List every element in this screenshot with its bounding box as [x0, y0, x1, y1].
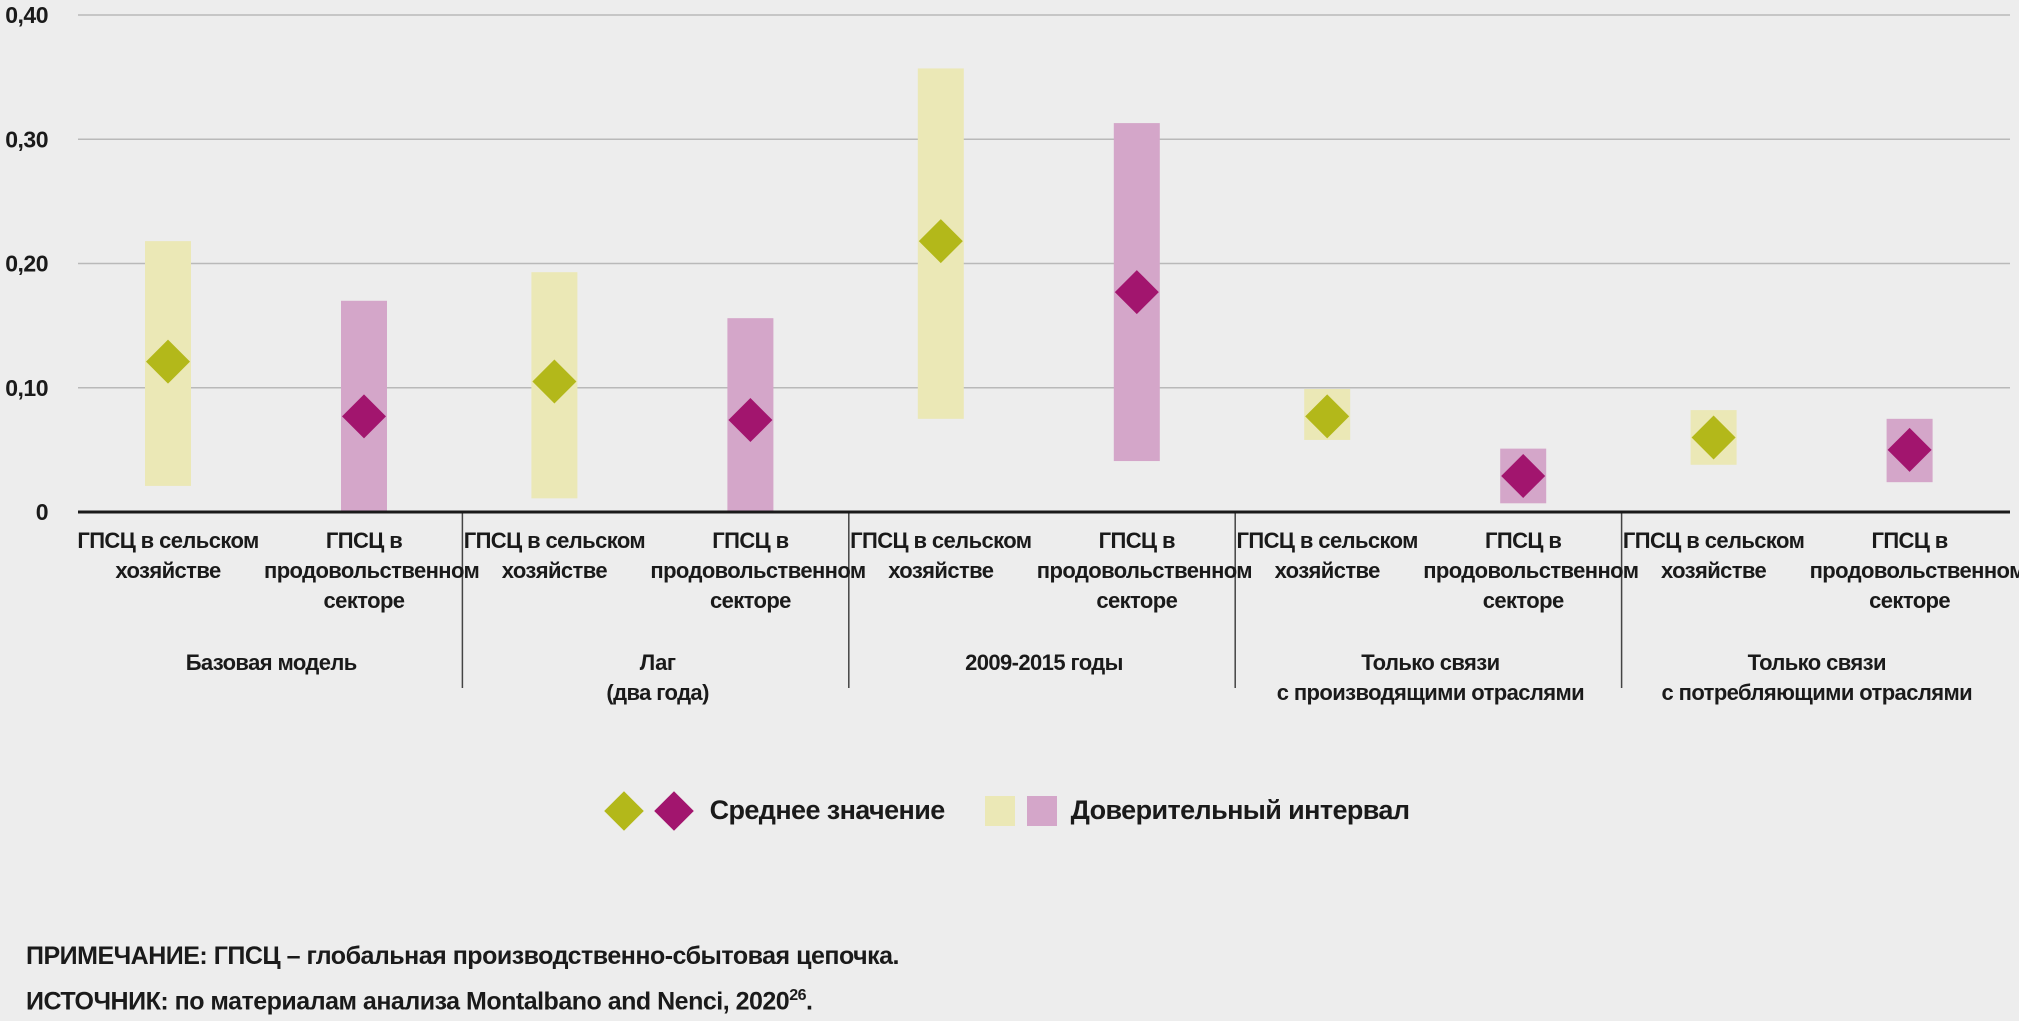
category-label-line: продовольственном [650, 558, 866, 583]
category-label: ГПСЦ в продовольственном секторе [1036, 526, 1253, 616]
category-label-line: продовольственном [1036, 558, 1253, 583]
group-label-line: (два года) [606, 680, 709, 705]
interval-chart: 0 0,10 0,20 0,30 0,40 [5, 2, 2010, 688]
category-label-line: ГПСЦ в сельском [850, 528, 1032, 553]
category-label: ГПСЦ в сельском хозяйстве [68, 526, 268, 586]
category-label-line: ГПСЦ в сельском [1622, 528, 1805, 553]
mean-marker [1691, 415, 1736, 460]
legend: Среднее значение Доверительный интервал [0, 790, 2019, 831]
y-tick-label: 0,30 [5, 126, 48, 152]
category-label-line: хозяйстве [888, 558, 994, 583]
group-label: Базовая модель [101, 648, 441, 678]
category-label: ГПСЦ в сельском хозяйстве [1614, 526, 1814, 586]
group-label-line: Только связи [1747, 650, 1887, 675]
category-label-line: ГПСЦ в сельском [463, 528, 646, 553]
category-label: ГПСЦ в сельском хозяйстве [1227, 526, 1427, 586]
category-label: ГПСЦ в сельском хозяйстве [841, 526, 1041, 586]
category-label-line: ГПСЦ в сельском [1236, 528, 1419, 553]
mean-marker [146, 339, 190, 384]
category-label-line: продовольственном [264, 558, 480, 583]
category-label-line: ГПСЦ в [1485, 528, 1562, 553]
category-label-line: хозяйстве [1660, 558, 1767, 583]
note-line: ПРИМЕЧАНИЕ: ГПСЦ – глобальная производст… [26, 942, 899, 970]
mean-marker [1114, 270, 1159, 315]
category-label-line: продовольственном [1809, 558, 2019, 583]
source-text: ИСТОЧНИК: по материалам анализа Montalba… [26, 987, 790, 1016]
category-label-line: секторе [1096, 588, 1178, 613]
group-label-line: с производящими отраслями [1276, 680, 1585, 705]
category-label-line: секторе [323, 588, 405, 613]
legend-mean-label: Среднее значение [709, 795, 946, 825]
y-tick-label: 0,40 [5, 2, 48, 28]
category-label-line: ГПСЦ в [712, 528, 789, 553]
category-label-line: секторе [1869, 588, 1951, 613]
category-label-line: секторе [1482, 588, 1564, 613]
source-footnote-ref: 26 [789, 987, 806, 1004]
y-tick-label: 0 [36, 499, 48, 525]
source-line: ИСТОЧНИК: по материалам анализа Montalba… [26, 976, 899, 1021]
category-label: ГПСЦ в продовольственном секторе [1809, 526, 2019, 616]
legend-mean-food-marker [653, 790, 694, 831]
legend-ci-agri-swatch [984, 795, 1015, 826]
group-label-line: 2009-2015 годы [965, 650, 1123, 675]
category-label-line: ГПСЦ в [1098, 528, 1176, 553]
category-label: ГПСЦ в сельском хозяйстве [454, 526, 654, 586]
group-label-line: Базовая модель [185, 650, 358, 675]
category-label-line: хозяйстве [115, 558, 221, 583]
mean-marker [532, 359, 577, 404]
group-label: Лаг (два года) [488, 648, 828, 708]
category-label-line: ГПСЦ в [1871, 528, 1948, 553]
legend-ci-food-swatch [1026, 795, 1057, 826]
y-tick-label: 0,10 [5, 375, 48, 401]
mean-marker [1501, 453, 1546, 498]
y-tick-label: 0,20 [5, 251, 48, 277]
group-label: Только связи с производящими отраслями [1260, 648, 1600, 708]
mean-marker [728, 398, 773, 443]
category-label-line: ГПСЦ в [325, 528, 403, 553]
category-label-line: продовольственном [1423, 558, 1639, 583]
legend-ci-label: Доверительный интервал [1070, 795, 1410, 825]
category-label: ГПСЦ в продовольственном секторе [650, 526, 866, 616]
category-label-line: хозяйстве [501, 558, 608, 583]
group-label: Только связи с потребляющими отраслями [1647, 648, 1987, 708]
group-label-line: Лаг [639, 650, 676, 675]
source-end: . [806, 987, 813, 1016]
mean-marker [1887, 427, 1932, 472]
mean-marker [1305, 394, 1350, 439]
legend-mean-agri-marker [603, 790, 644, 831]
category-label-line: ГПСЦ в сельском [77, 528, 259, 553]
category-label: ГПСЦ в продовольственном секторе [1423, 526, 1639, 616]
category-label-line: хозяйстве [1274, 558, 1381, 583]
group-label-line: Только связи [1361, 650, 1500, 675]
category-label: ГПСЦ в продовольственном секторе [264, 526, 480, 616]
mean-marker [342, 394, 386, 439]
notes: ПРИМЕЧАНИЕ: ГПСЦ – глобальная производст… [26, 936, 899, 1021]
group-label: 2009-2015 годы [874, 648, 1214, 678]
group-label-line: с потребляющими отраслями [1661, 680, 1973, 705]
mean-marker [918, 219, 963, 264]
category-label-line: секторе [709, 588, 791, 613]
